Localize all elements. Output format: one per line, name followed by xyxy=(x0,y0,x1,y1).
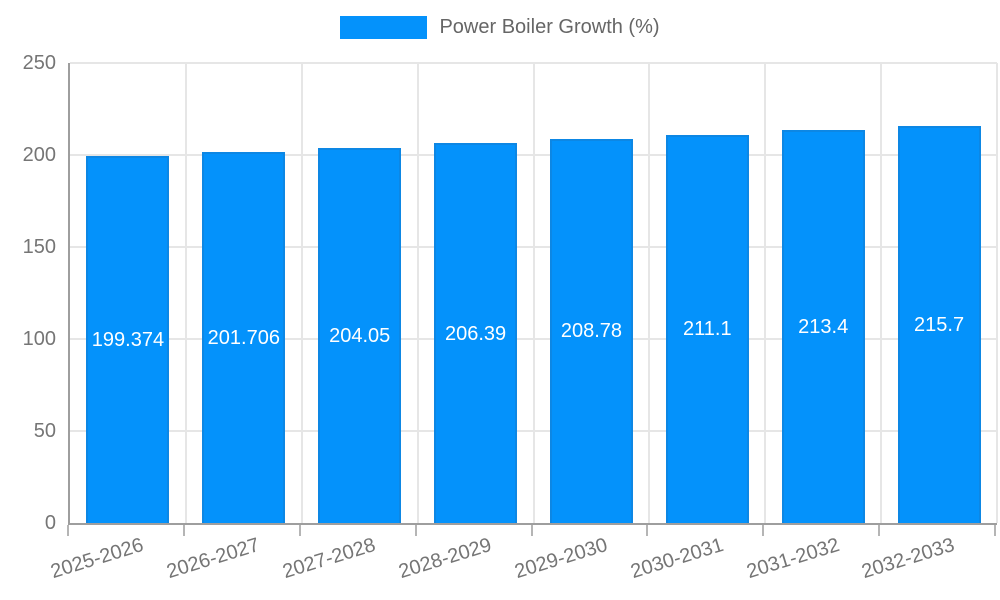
x-axis-tick xyxy=(414,525,417,536)
y-tick-label: 150 xyxy=(22,236,56,258)
x-tick-label: 2027-2028 xyxy=(280,534,379,584)
bar-value-label: 213.4 xyxy=(798,316,849,339)
bar-value-label: 206.39 xyxy=(444,322,507,345)
x-tick-label: 2025-2026 xyxy=(48,534,147,584)
x-axis-tick xyxy=(182,525,185,536)
gridline-vertical xyxy=(996,63,998,523)
gridline-vertical xyxy=(416,63,419,523)
bar-value-label: 215.7 xyxy=(914,314,965,337)
y-tick-label: 250 xyxy=(22,52,56,74)
plot-area: 199.374 201.706 204.05 206.39 208.78 211.1 213… xyxy=(68,62,998,525)
y-tick-label: 50 xyxy=(33,420,56,442)
x-axis-tick xyxy=(646,525,649,536)
x-tick-label: 2032-2033 xyxy=(859,534,958,584)
x-axis-tick xyxy=(762,525,765,536)
x-axis-tick xyxy=(878,525,881,536)
bar[interactable]: 204.05 xyxy=(318,147,402,523)
y-tick-label: 100 xyxy=(22,328,56,350)
x-axis-tick xyxy=(994,525,996,536)
x-axis-tick xyxy=(530,525,533,536)
legend: Power Boiler Growth (%) xyxy=(0,16,1000,39)
x-tick-label: 2028-2029 xyxy=(396,534,494,584)
legend-item[interactable]: Power Boiler Growth (%) xyxy=(340,16,660,39)
bar[interactable]: 201.706 xyxy=(202,151,286,523)
gridline-vertical xyxy=(532,63,535,523)
gridline-vertical xyxy=(300,63,303,523)
x-tick-label: 2031-2032 xyxy=(743,534,842,584)
bar-value-label: 208.78 xyxy=(560,320,623,343)
gridline-vertical xyxy=(764,63,767,523)
gridline-vertical xyxy=(648,63,651,523)
bar[interactable]: 208.78 xyxy=(549,138,633,523)
legend-label: Power Boiler Growth (%) xyxy=(439,16,660,38)
y-tick-label: 200 xyxy=(22,144,56,166)
y-tick-label: 0 xyxy=(44,512,56,534)
x-tick-label: 2029-2030 xyxy=(511,534,610,584)
x-axis-tick xyxy=(298,525,301,536)
bar[interactable]: 215.7 xyxy=(897,126,981,523)
bar-value-label: 199.374 xyxy=(91,329,165,352)
legend-swatch-icon xyxy=(340,16,428,39)
gridline-vertical xyxy=(880,63,883,523)
x-axis-tick xyxy=(67,525,69,536)
bar-value-label: 204.05 xyxy=(329,324,391,347)
bar[interactable]: 199.374 xyxy=(86,156,170,523)
bar[interactable]: 213.4 xyxy=(781,130,865,523)
bar-value-label: 211.1 xyxy=(683,318,732,341)
gridline-vertical xyxy=(184,63,187,523)
bar[interactable]: 211.1 xyxy=(665,134,749,523)
bar[interactable]: 206.39 xyxy=(434,143,518,523)
x-tick-label: 2030-2031 xyxy=(627,534,726,584)
x-tick-label: 2026-2027 xyxy=(164,534,263,584)
bar-value-label: 201.706 xyxy=(207,326,280,349)
